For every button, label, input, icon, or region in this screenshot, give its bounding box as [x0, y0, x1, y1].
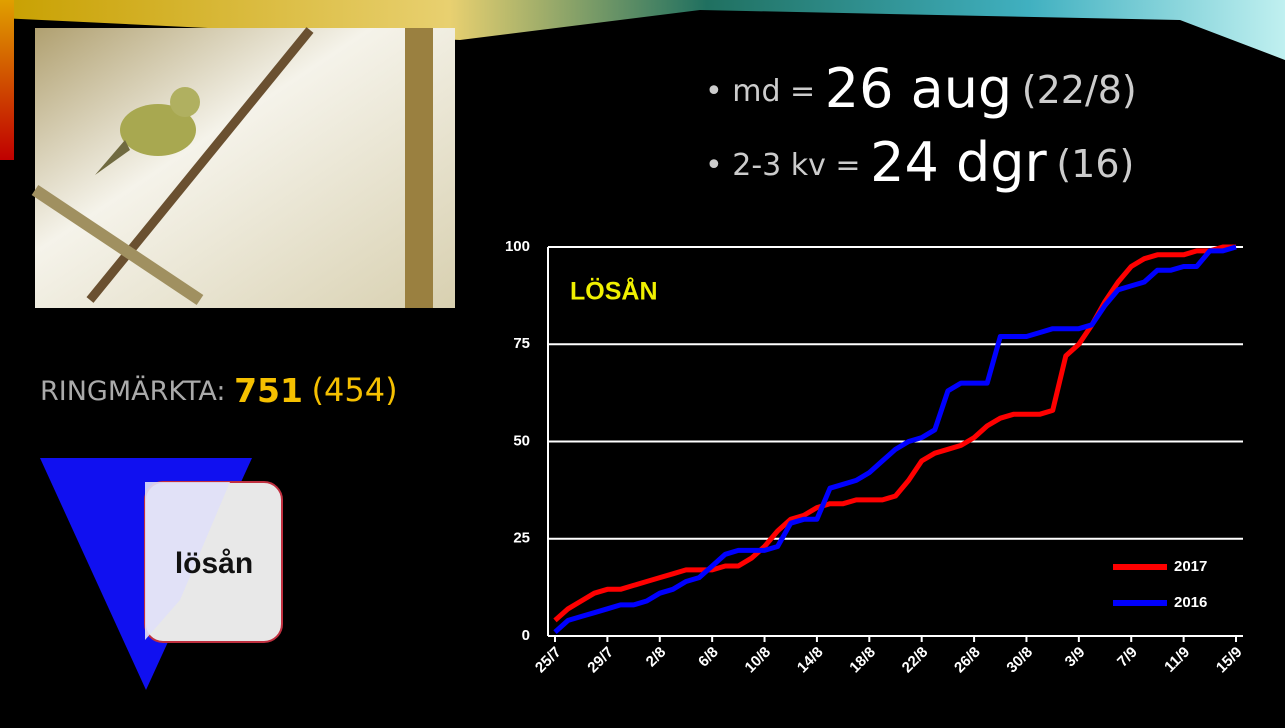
bullet-label: 2-3 kv =: [732, 148, 860, 183]
bullet-label: md =: [732, 74, 815, 109]
bullet-text: • 2-3 kv = 24 dgr (16): [705, 131, 1134, 194]
ringed-line: RINGMÄRKTA: 751 (454): [40, 371, 398, 410]
photo: [31, 27, 455, 308]
bullet-text: • md = 26 aug (22/8): [705, 57, 1137, 120]
chart-title: LÖSÅN: [570, 277, 658, 306]
bullet-value: 26 aug: [825, 57, 1012, 120]
bullet-previous: (22/8): [1022, 68, 1137, 112]
y-tick-label: 25: [513, 530, 530, 547]
ringed-value: 751: [234, 371, 303, 410]
y-tick-label: 50: [513, 432, 530, 449]
left-decoration: [0, 0, 14, 160]
y-tick-label: 100: [505, 238, 530, 255]
series-line: [553, 244, 1237, 634]
y-tick-label: 0: [522, 627, 530, 644]
series-line: [553, 244, 1236, 623]
bullet-value: 24 dgr: [870, 131, 1047, 194]
top-decoration: [0, 0, 1285, 60]
bullets: • md = 26 aug (22/8) • 2-3 kv = 24 dgr (…: [705, 57, 1137, 194]
legend-label: 2017: [1174, 558, 1207, 575]
logo: lösån: [40, 458, 283, 690]
y-tick-label: 75: [513, 335, 530, 352]
legend-label: 2016: [1174, 594, 1207, 611]
logo-text: lösån: [175, 547, 253, 580]
ringed-label: RINGMÄRKTA:: [40, 375, 225, 407]
ringed-previous: (454): [312, 371, 398, 409]
bullet-previous: (16): [1056, 142, 1134, 186]
